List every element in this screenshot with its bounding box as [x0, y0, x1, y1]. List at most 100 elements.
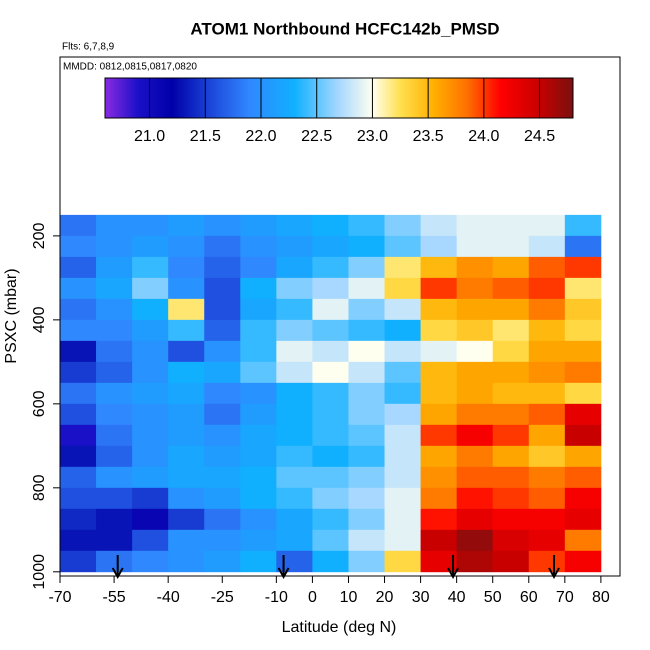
heatmap-cell [312, 403, 349, 426]
heatmap-cell [276, 361, 313, 384]
chart-title: ATOM1 Northbound HCFC142b_PMSD [190, 19, 499, 38]
heatmap-cell [456, 529, 494, 552]
heatmap-cell [564, 319, 602, 342]
marker-arrow [111, 555, 124, 580]
annotation: MMDD: 0812,0815,0817,0820 [63, 62, 197, 73]
heatmap-cell [420, 298, 458, 321]
heatmap-cell [276, 382, 313, 405]
x-tick-label: -25 [211, 589, 234, 606]
heatmap-cell [60, 466, 97, 489]
heatmap-cell [276, 529, 313, 552]
heatmap-cell [348, 340, 385, 363]
heatmap-cell [456, 319, 494, 342]
heatmap-cell [132, 550, 169, 573]
heatmap-cell [96, 235, 133, 258]
heatmap-cell [276, 550, 313, 573]
heatmap-cell [168, 466, 205, 489]
colorbar-tick-label: 21.5 [190, 128, 221, 145]
heatmap-cell [492, 235, 530, 258]
heatmap-cell [240, 382, 277, 405]
heatmap-cell [420, 445, 458, 468]
heatmap-cell [168, 319, 205, 342]
arrow-head [548, 567, 560, 580]
heatmap-cell [384, 445, 421, 468]
heatmap-cell [456, 235, 494, 258]
heatmap-cell [528, 319, 566, 342]
heatmap-cell [564, 298, 602, 321]
heatmap-cell [564, 529, 602, 552]
colorbar-tick-label: 23.5 [413, 128, 444, 145]
heatmap-cell [60, 256, 97, 279]
heatmap-cell [240, 466, 277, 489]
heatmap-cell [348, 403, 385, 426]
heatmap-cell [528, 424, 566, 447]
heatmap-cell [564, 277, 602, 300]
heatmap-cell [348, 487, 385, 510]
heatmap-cell [492, 550, 530, 573]
heatmap-cell [384, 361, 421, 384]
heatmap-cell [240, 235, 277, 258]
heatmap-cell [204, 508, 241, 531]
heatmap-cell [204, 361, 241, 384]
heatmap-cell [384, 487, 421, 510]
heatmap-cell [132, 403, 169, 426]
heatmap-cell [420, 424, 458, 447]
heatmap-cell [168, 424, 205, 447]
heatmap-cell [564, 466, 602, 489]
heatmap-cell [132, 277, 169, 300]
heatmap-cell [60, 424, 97, 447]
heatmap-cell [168, 382, 205, 405]
heatmap-cell [96, 214, 133, 237]
arrow-head [111, 567, 124, 580]
heatmap-cell [528, 340, 566, 363]
heatmap-cell [96, 403, 133, 426]
heatmap-cell [60, 319, 97, 342]
heatmap-cell [204, 256, 241, 279]
heatmap-cell [132, 298, 169, 321]
heatmap-cell [204, 277, 241, 300]
x-tick-label: 30 [412, 589, 430, 606]
heatmap-cell [420, 508, 458, 531]
heatmap-cell [312, 214, 349, 237]
heatmap-cell [204, 529, 241, 552]
heatmap-cell [168, 550, 205, 573]
heatmap-cell [240, 298, 277, 321]
x-tick-label: 10 [340, 589, 358, 606]
heatmap-cell [240, 214, 277, 237]
heatmap-cell [312, 340, 349, 363]
heatmap-cell [348, 256, 385, 279]
heatmap-cell [312, 319, 349, 342]
heatmap-cell [312, 256, 349, 279]
heatmap-cell [492, 256, 530, 279]
heatmap-cell [168, 361, 205, 384]
heatmap-cell [96, 340, 133, 363]
heatmap-cell [384, 256, 421, 279]
heatmap-cell [348, 445, 385, 468]
heatmap-cell [456, 508, 494, 531]
heatmap-cell [168, 340, 205, 363]
heatmap-cell [204, 319, 241, 342]
heatmap-cell [132, 424, 169, 447]
heatmap-cell [204, 487, 241, 510]
heatmap-cell [384, 466, 421, 489]
heatmap-cell [420, 382, 458, 405]
heatmap-cell [60, 298, 97, 321]
heatmap-cell [312, 508, 349, 531]
heatmap-cell [60, 361, 97, 384]
colorbar-tick-label: 21.0 [134, 128, 165, 145]
heatmap-cell [384, 550, 421, 573]
heatmap-cell [456, 424, 494, 447]
x-tick-label: 70 [556, 589, 574, 606]
heatmap-cell [528, 361, 566, 384]
heatmap-cell [492, 340, 530, 363]
heatmap-cell [492, 361, 530, 384]
heatmap-cell [132, 529, 169, 552]
heatmap-cell [96, 466, 133, 489]
colorbar [104, 77, 574, 119]
heatmap-cell [348, 550, 385, 573]
heatmap-cell [456, 340, 494, 363]
heatmap-cell [276, 487, 313, 510]
heatmap-cell [204, 235, 241, 258]
heatmap-cell [384, 529, 421, 552]
heatmap-cell [168, 487, 205, 510]
